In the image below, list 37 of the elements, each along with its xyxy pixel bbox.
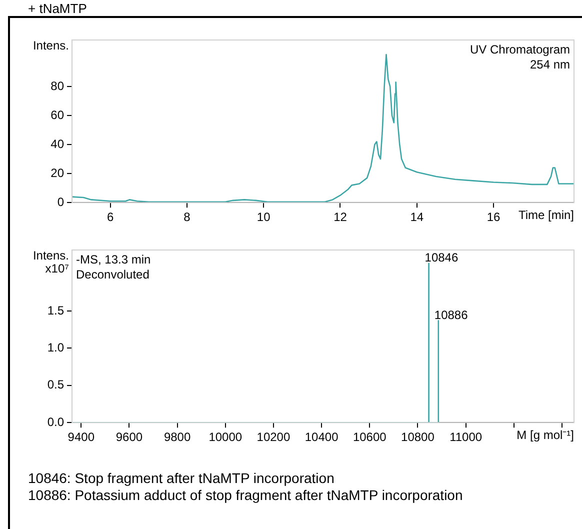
x-tick-label: 10800 xyxy=(401,430,435,444)
x-axis-title: Time [min] xyxy=(518,208,574,222)
y-axis-title: Intens. xyxy=(32,38,69,52)
x-tick-label: 8 xyxy=(184,210,191,224)
y-tick-label: 0.5 xyxy=(47,378,64,392)
x-tick-label: 10400 xyxy=(304,430,339,444)
y-axis-title: Intens. x10⁷ xyxy=(32,248,69,276)
x-tick-label: 9600 xyxy=(116,430,143,444)
x-tick-label: 6 xyxy=(106,210,114,224)
y-tick-label: 20 xyxy=(50,166,64,180)
annotation: 254 nm xyxy=(530,57,570,72)
x-axis-title: M [g mol⁻¹] xyxy=(516,428,574,442)
x-tick-label: 10600 xyxy=(352,430,387,444)
x-tick-label: 11000 xyxy=(450,430,482,444)
y-tick-label: 60 xyxy=(50,108,64,122)
y-tick-label: 40 xyxy=(50,136,64,151)
text: 10846: Stop fragment after tNaMTP incorporation xyxy=(28,470,336,487)
y-tick-label: 1.0 xyxy=(47,340,64,355)
annotation: UV Chromatogram xyxy=(470,42,570,56)
x-tick-label: 9400 xyxy=(68,430,95,444)
annotation: -MS, 13.3 min xyxy=(76,252,151,266)
text: 10886: Potassium adduct of stop fragment after tNaMTP incorporation xyxy=(28,487,464,504)
chart-title: + tNaMTP xyxy=(28,1,87,16)
x-tick-label: 10000 xyxy=(208,430,242,444)
annotation: Deconvoluted xyxy=(76,267,150,282)
y-tick-label: 0.0 xyxy=(47,414,64,429)
y-tick-label: 80 xyxy=(50,78,64,93)
y-tick-label: 0 xyxy=(57,194,64,209)
x-tick-label: 10 xyxy=(256,210,271,224)
y-tick-label: 1.5 xyxy=(47,303,64,318)
x-tick-label: 9800 xyxy=(164,430,191,444)
annotation: 10846 xyxy=(424,250,458,265)
x-tick-label: 12 xyxy=(334,210,348,224)
x-tick-label: 14 xyxy=(410,210,424,224)
x-tick-label: 10200 xyxy=(256,430,290,444)
annotation: 10886 xyxy=(434,308,468,322)
x-tick-label: 16 xyxy=(486,210,501,224)
